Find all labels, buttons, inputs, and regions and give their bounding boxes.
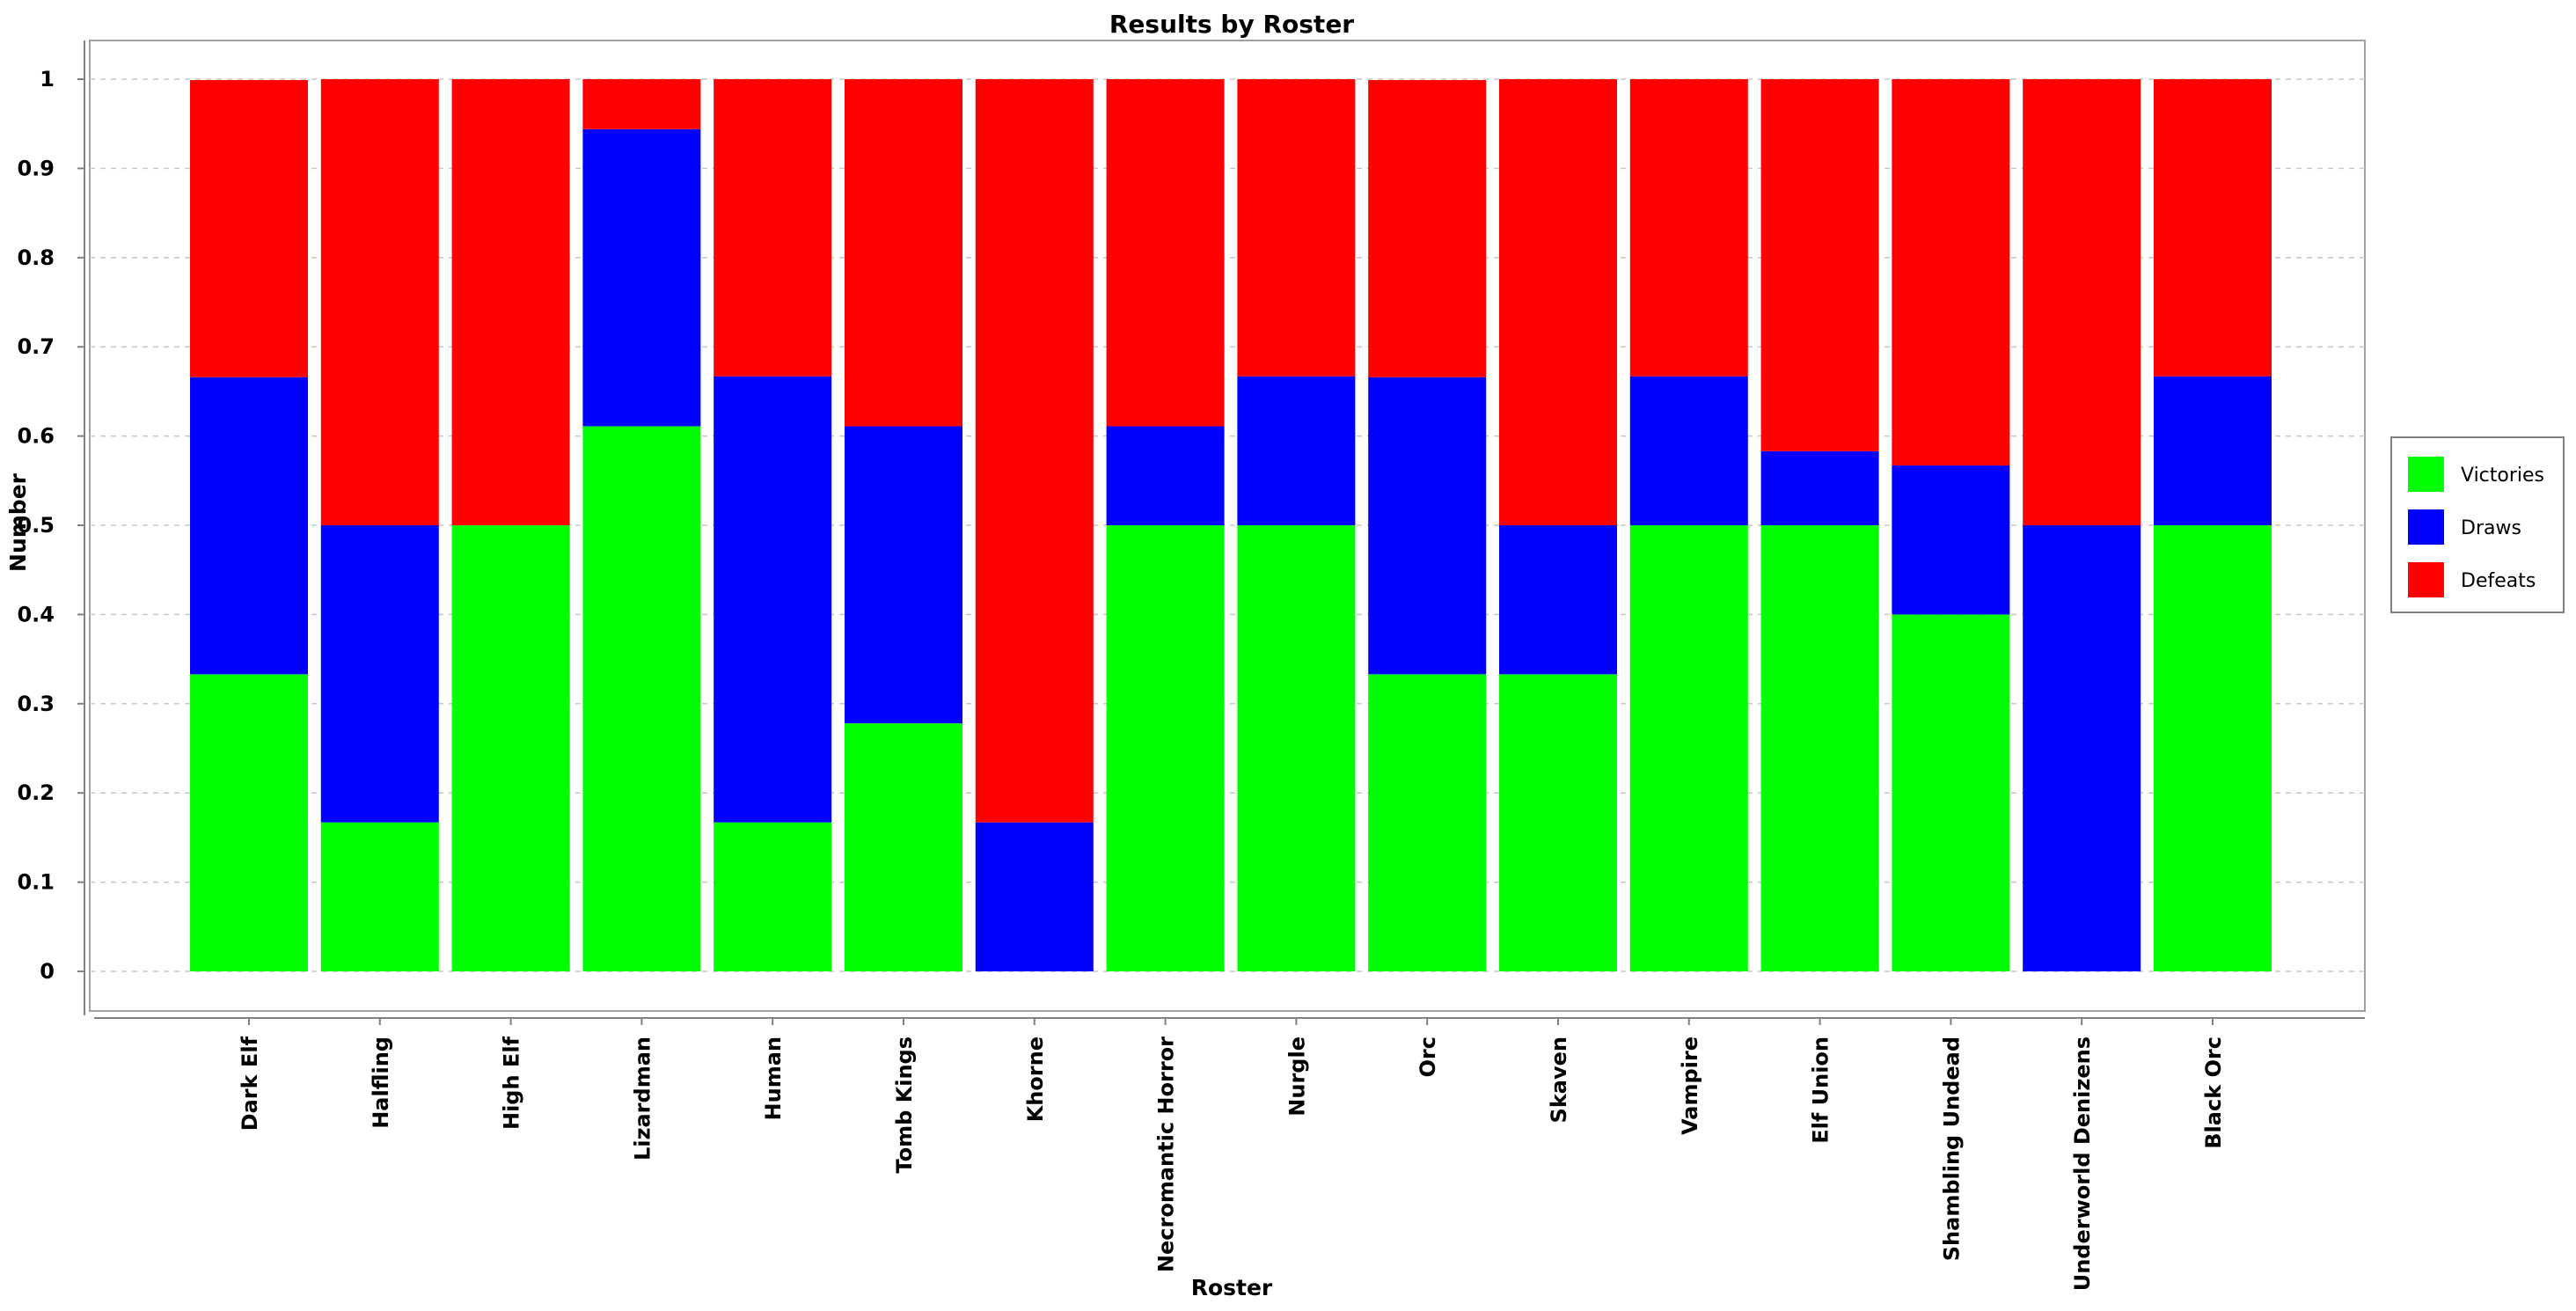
x-axis-title: Roster	[1191, 1275, 1273, 1300]
x-tick-label: Vampire	[1678, 1036, 1702, 1135]
y-axis-title: Number	[5, 472, 31, 572]
bar-victories-lizardman	[582, 426, 701, 971]
bar-defeats-elf-union	[1760, 79, 1879, 451]
bar-victories-vampire	[1629, 525, 1748, 971]
y-tick-label: 0.9	[17, 156, 55, 180]
x-tick-labels: Dark Elf Halfling High Elf Lizardman Human To…	[238, 1018, 2226, 1291]
y-tick-label: 0.1	[17, 870, 55, 895]
bar-victories-nurgle	[1237, 525, 1356, 971]
bar-victories-tomb-kings	[845, 723, 962, 971]
bar-defeats-nurgle	[1237, 79, 1356, 377]
legend: Victories Draws Defeats	[2390, 436, 2565, 613]
y-tick-labels: 0 0.1 0.2 0.3 0.4 0.5 0.6 0.7 0.8 0.9 1	[17, 67, 84, 984]
bar-draws-nurgle	[1237, 376, 1356, 525]
y-tick-label: 0.8	[17, 245, 55, 270]
bar-draws-tomb-kings	[845, 426, 962, 724]
bar-defeats-dark-elf	[190, 80, 308, 377]
x-tick-label: Halfling	[369, 1036, 393, 1129]
bar-draws-elf-union	[1760, 450, 1879, 525]
bar-draws-orc	[1368, 377, 1487, 675]
bars	[190, 79, 2272, 971]
bar-victories-elf-union	[1760, 525, 1879, 971]
x-tick-label: Necromantic Horror	[1154, 1036, 1179, 1272]
y-tick-label: 0.3	[17, 692, 55, 716]
bar-draws-khorne	[975, 822, 1094, 971]
bar-defeats-black-orc	[2154, 79, 2272, 377]
bar-defeats-underworld-denizens	[2023, 79, 2141, 525]
y-tick-label: 1	[40, 67, 55, 92]
bar-defeats-skaven	[1499, 79, 1617, 525]
x-tick-label: Elf Union	[1809, 1036, 1833, 1144]
bar-defeats-vampire	[1629, 79, 1748, 377]
y-tick-label: 0.2	[17, 780, 55, 805]
bar-draws-human	[714, 376, 832, 823]
bar-defeats-tomb-kings	[845, 79, 962, 427]
x-tick-label: Shambling Undead	[1939, 1036, 1964, 1261]
x-tick-label: Human	[761, 1036, 786, 1120]
bar-defeats-human	[714, 79, 832, 377]
x-tick-label: High Elf	[500, 1036, 524, 1130]
x-tick-label: Nurgle	[1284, 1036, 1309, 1117]
bar-defeats-halfling	[320, 79, 439, 525]
legend-swatch-victories	[2408, 457, 2444, 492]
legend-swatch-draws	[2408, 509, 2444, 545]
bar-draws-shambling-undead	[1892, 465, 2010, 615]
bar-defeats-khorne	[975, 79, 1094, 823]
y-tick-label: 0.6	[17, 424, 55, 449]
y-tick-label: 0.4	[17, 602, 55, 626]
bar-defeats-orc	[1368, 80, 1487, 377]
bar-defeats-shambling-undead	[1892, 79, 2010, 466]
x-tick-label: Lizardman	[630, 1036, 655, 1161]
legend-label-victories: Victories	[2461, 465, 2544, 487]
y-tick-label: 0.7	[17, 334, 55, 359]
bar-defeats-lizardman	[582, 79, 701, 129]
bar-defeats-high-elf	[451, 79, 570, 525]
bar-defeats-necromantic-horror	[1106, 79, 1225, 427]
bar-victories-human	[714, 822, 832, 971]
bar-victories-halfling	[320, 822, 439, 971]
bar-draws-necromantic-horror	[1106, 426, 1225, 525]
x-tick-label: Dark Elf	[238, 1036, 262, 1131]
bar-draws-underworld-denizens	[2023, 525, 2141, 971]
legend-swatch-defeats	[2408, 562, 2444, 597]
chart-title: Results by Roster	[1109, 10, 1354, 39]
bar-victories-skaven	[1499, 674, 1617, 971]
bar-draws-dark-elf	[190, 377, 308, 675]
bar-draws-skaven	[1499, 525, 1617, 675]
bar-draws-vampire	[1629, 376, 1748, 525]
x-tick-label: Khorne	[1023, 1036, 1048, 1122]
y-tick-label: 0	[40, 959, 55, 984]
x-tick-label: Orc	[1416, 1036, 1440, 1077]
bar-victories-orc	[1368, 674, 1487, 971]
legend-label-defeats: Defeats	[2461, 570, 2536, 592]
x-tick-label: Underworld Denizens	[2070, 1036, 2095, 1291]
y-tick-label: 0.5	[17, 513, 55, 538]
legend-items: Victories Draws Defeats	[2408, 457, 2544, 597]
bar-victories-dark-elf	[190, 674, 308, 971]
legend-label-draws: Draws	[2461, 517, 2521, 539]
x-tick-label: Black Orc	[2201, 1036, 2226, 1149]
bar-victories-high-elf	[451, 525, 570, 971]
x-tick-label: Skaven	[1547, 1036, 1571, 1123]
bar-draws-halfling	[320, 525, 439, 823]
bar-victories-black-orc	[2154, 525, 2272, 971]
bar-victories-necromantic-horror	[1106, 525, 1225, 971]
bar-victories-shambling-undead	[1892, 614, 2010, 971]
x-tick-label: Tomb Kings	[892, 1036, 917, 1174]
bar-draws-black-orc	[2154, 376, 2272, 525]
bar-draws-lizardman	[582, 128, 701, 427]
